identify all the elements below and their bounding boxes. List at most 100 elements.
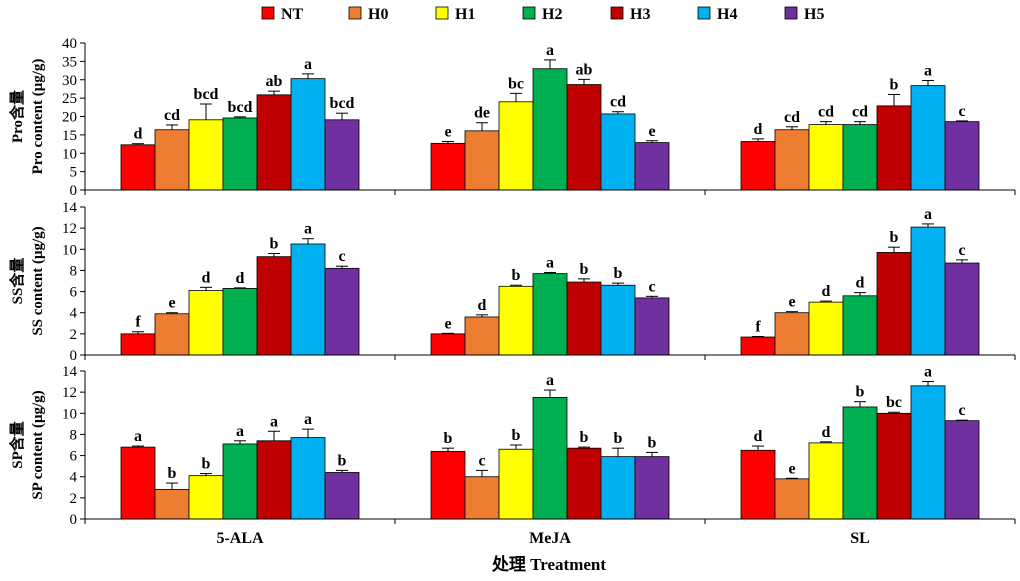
significance-label: b: [856, 384, 865, 401]
bar-5-ala-h2: [222, 443, 258, 520]
y-tick-label: 40: [62, 36, 77, 52]
legend-item-h5: H5: [784, 6, 824, 23]
significance-label: b: [202, 456, 211, 473]
significance-label: cd: [852, 104, 868, 121]
bar-5-ala-h2: [222, 287, 258, 356]
legend-item-h1: H1: [435, 6, 475, 23]
bar-5-ala-nt: [120, 144, 156, 191]
bar-meja-h5: [634, 142, 670, 191]
significance-label: d: [822, 283, 831, 300]
significance-label: c: [958, 242, 965, 259]
bar-meja-h0: [464, 130, 500, 191]
bar-5-ala-nt: [120, 446, 156, 520]
bar-meja-nt: [430, 333, 466, 356]
bar-meja-h0: [464, 316, 500, 356]
significance-label: d: [754, 121, 763, 138]
significance-label: a: [924, 62, 932, 79]
y-tick-label: 5: [70, 165, 78, 181]
significance-label: b: [444, 430, 453, 447]
bar-sl-h3: [876, 105, 912, 191]
significance-label: ab: [266, 73, 283, 90]
legend-swatch: [348, 6, 362, 20]
legend-item-h3: H3: [610, 6, 650, 23]
bar-5-ala-h0: [154, 488, 190, 520]
legend-swatch: [784, 6, 798, 20]
bar-meja-h4: [600, 456, 636, 520]
significance-label: b: [614, 265, 623, 282]
legend: NT H0 H1 H2 H3 H4 H5: [261, 6, 824, 23]
y-axis-title-en: SP content (μg/g): [30, 390, 46, 499]
bar-sl-h5: [944, 262, 980, 356]
legend-label: H3: [630, 6, 650, 23]
significance-label: a: [270, 413, 278, 430]
significance-label: c: [478, 452, 485, 469]
significance-label: d: [822, 424, 831, 441]
significance-label: d: [134, 126, 143, 143]
significance-label: ab: [576, 61, 593, 78]
bar-sl-h1: [808, 442, 844, 520]
bar-sl-h0: [774, 478, 810, 520]
bar-5-ala-h2: [222, 117, 258, 191]
bar-5-ala-h1: [188, 475, 224, 520]
bar-sl-h1: [808, 301, 844, 356]
significance-label: a: [924, 364, 932, 381]
legend-label: H1: [455, 6, 475, 23]
significance-label: d: [478, 297, 487, 314]
bar-sl-h1: [808, 124, 844, 191]
bar-sl-h2: [842, 124, 878, 191]
significance-label: b: [512, 427, 521, 444]
legend-swatch: [697, 6, 711, 20]
significance-label: cd: [164, 107, 180, 124]
legend-label: H0: [368, 6, 388, 23]
significance-label: bcd: [194, 86, 219, 103]
significance-label: b: [890, 76, 899, 93]
bar-5-ala-h0: [154, 313, 190, 356]
significance-label: b: [512, 267, 521, 284]
significance-label: c: [648, 278, 655, 295]
x-axis-categories: 5-ALA MeJA SL: [216, 530, 869, 547]
bar-meja-h4: [600, 284, 636, 356]
bar-sl-nt: [740, 141, 776, 191]
y-tick-label: 2: [70, 491, 78, 507]
significance-label: bc: [886, 394, 902, 411]
significance-label: b: [890, 229, 899, 246]
y-tick-label: 0: [70, 183, 78, 199]
y-tick-label: 10: [62, 242, 77, 258]
legend-label: NT: [281, 6, 304, 23]
y-tick-label: 25: [62, 91, 77, 107]
legend-swatch: [261, 6, 275, 20]
significance-label: a: [304, 411, 312, 428]
significance-label: a: [304, 56, 312, 73]
bar-5-ala-h3: [256, 94, 292, 191]
bar-meja-h0: [464, 476, 500, 520]
significance-label: f: [135, 314, 141, 331]
bar-sl-h5: [944, 121, 980, 191]
significance-label: cd: [784, 109, 800, 126]
bar-sl-h5: [944, 420, 980, 520]
significance-label: c: [958, 402, 965, 419]
bar-sl-h3: [876, 412, 912, 520]
y-tick-label: 6: [70, 449, 78, 465]
significance-label: bc: [508, 75, 524, 92]
y-axis-title-cn: SP含量: [8, 421, 26, 469]
y-tick-label: 4: [70, 470, 78, 486]
bar-sl-h4: [910, 226, 946, 356]
legend-swatch: [610, 6, 624, 20]
significance-label: e: [444, 315, 451, 332]
x-axis-title: 处理 Treatment: [491, 554, 606, 574]
bar-meja-h1: [498, 285, 534, 356]
significance-label: d: [236, 270, 245, 287]
significance-label: e: [788, 294, 795, 311]
y-tick-label: 20: [62, 110, 77, 126]
y-tick-label: 8: [70, 427, 78, 443]
significance-label: b: [270, 236, 279, 253]
significance-label: cd: [818, 104, 834, 121]
bar-sl-h4: [910, 385, 946, 520]
significance-label: a: [924, 206, 932, 223]
y-tick-label: 0: [70, 348, 78, 364]
bar-5-ala-h4: [290, 243, 326, 356]
significance-label: de: [474, 105, 490, 122]
significance-label: cd: [610, 94, 626, 111]
category-label-meja: MeJA: [529, 530, 571, 547]
